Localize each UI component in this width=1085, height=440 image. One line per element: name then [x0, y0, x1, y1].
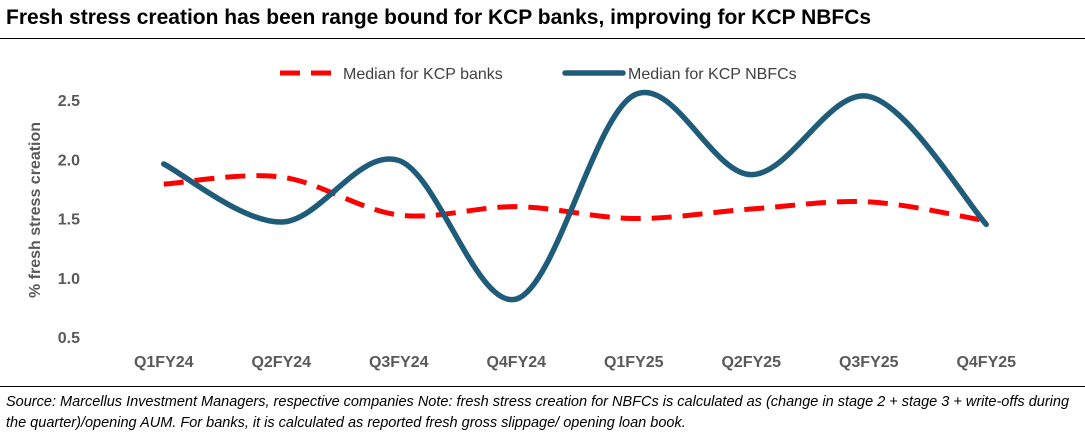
data-point-median-for-kcp-banks [748, 206, 754, 212]
data-point-median-for-kcp-nbfcs [278, 219, 284, 225]
source-note: Source: Marcellus Investment Managers, r… [6, 394, 1070, 431]
data-point-median-for-kcp-banks [278, 174, 284, 180]
y-tick-label: 0.5 [58, 330, 80, 347]
x-tick-label: Q3FY24 [369, 354, 429, 371]
data-point-median-for-kcp-nbfcs [161, 161, 167, 167]
legend-label: Median for KCP banks [343, 66, 503, 83]
data-point-median-for-kcp-banks [631, 216, 637, 222]
data-point-median-for-kcp-nbfcs [631, 92, 637, 98]
x-tick-label: Q2FY24 [251, 354, 311, 371]
data-point-median-for-kcp-banks [513, 204, 519, 210]
data-point-median-for-kcp-nbfcs [513, 296, 519, 302]
y-tick-label: 1.0 [58, 271, 80, 288]
line-chart: Median for KCP banks Median for KCP NBFCs… [27, 66, 1016, 371]
y-tick-label: 1.5 [58, 212, 80, 229]
footer-divider [0, 386, 1085, 387]
y-tick-label: 2.5 [58, 93, 80, 110]
data-point-median-for-kcp-banks [161, 181, 167, 187]
y-axis-label: % fresh stress creation [27, 122, 44, 298]
data-point-median-for-kcp-nbfcs [748, 172, 754, 178]
y-tick-label: 2.0 [58, 152, 80, 169]
legend-label: Median for KCP NBFCs [628, 66, 797, 83]
x-axis-ticks: Q1FY24 Q2FY24 Q3FY24 Q4FY24 Q1FY25 Q2FY25 Q3FY… [134, 354, 1016, 371]
x-tick-label: Q1FY25 [604, 354, 664, 371]
x-tick-label: Q4FY24 [486, 354, 546, 371]
data-point-median-for-kcp-nbfcs [983, 221, 989, 227]
legend: Median for KCP banks Median for KCP NBFCs [280, 66, 797, 83]
data-point-median-for-kcp-nbfcs [866, 93, 872, 99]
data-point-median-for-kcp-banks [396, 212, 402, 218]
x-tick-label: Q3FY25 [839, 354, 899, 371]
data-point-median-for-kcp-nbfcs [396, 157, 402, 163]
series-lines [161, 89, 989, 303]
y-axis-ticks: 0.5 1.0 1.5 2.0 2.5 [58, 93, 80, 347]
title-divider [0, 38, 1085, 39]
x-tick-label: Q2FY25 [721, 354, 781, 371]
data-point-median-for-kcp-banks [866, 199, 872, 205]
x-tick-label: Q4FY25 [956, 354, 1016, 371]
series-line-median-for-kcp-nbfcs [161, 89, 989, 303]
chart-title: Fresh stress creation has been range bou… [6, 6, 872, 29]
x-tick-label: Q1FY24 [134, 354, 194, 371]
